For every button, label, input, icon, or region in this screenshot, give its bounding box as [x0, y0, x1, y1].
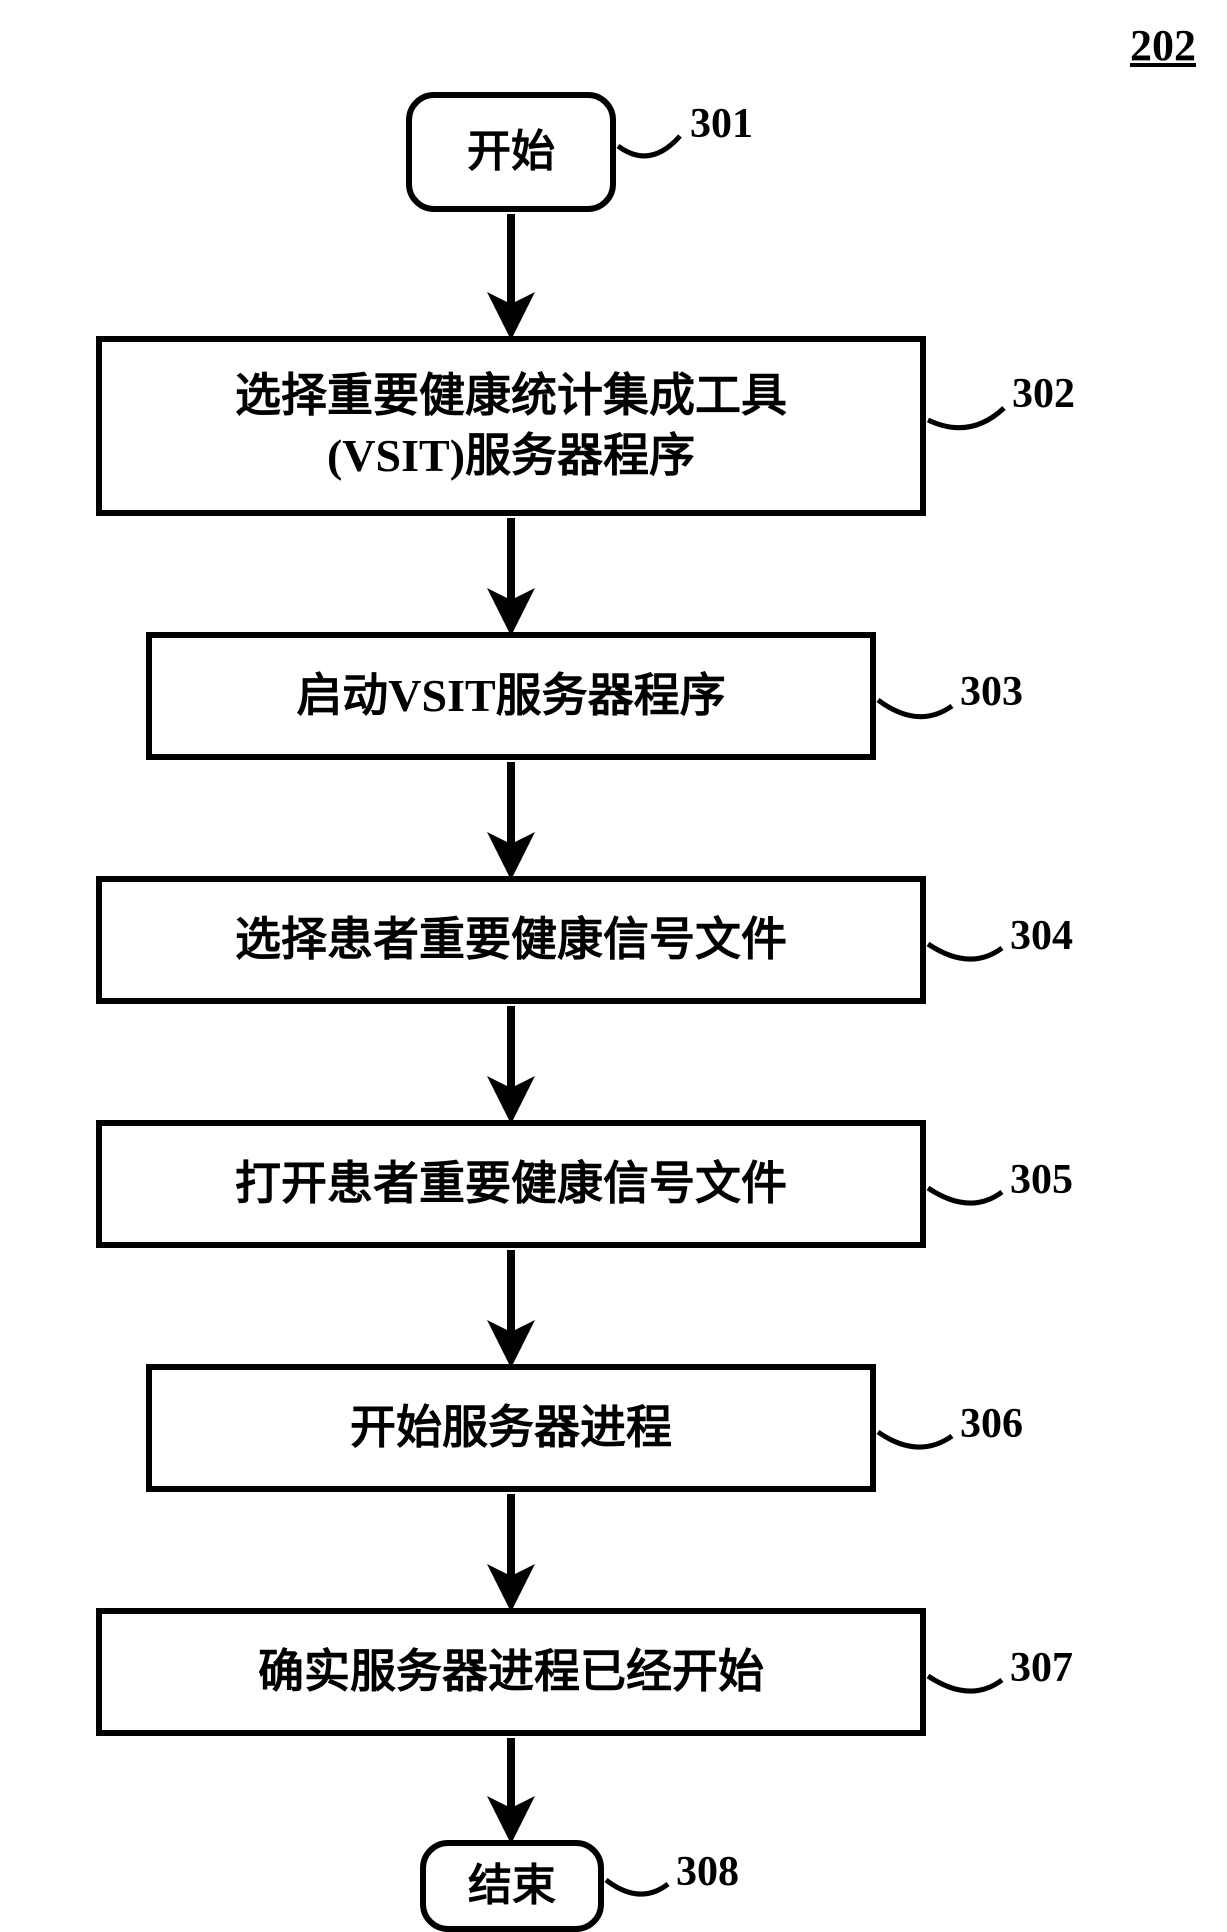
flow-node-n302: 选择重要健康统计集成工具(VSIT)服务器程序 — [96, 336, 926, 516]
ref-label-303: 303 — [960, 668, 1023, 716]
ref-label-305: 305 — [1010, 1156, 1073, 1204]
ref-label-304: 304 — [1010, 912, 1073, 960]
flowchart-canvas: 202 开始选择重要健康统计集成工具(VSIT)服务器程序启动VSIT服务器程序… — [0, 0, 1227, 1932]
ref-label-301: 301 — [690, 100, 753, 148]
flow-node-n308: 结束 — [420, 1840, 604, 1932]
flow-node-n301: 开始 — [406, 92, 616, 212]
figure-number: 202 — [1130, 20, 1196, 71]
ref-label-306: 306 — [960, 1400, 1023, 1448]
ref-label-307: 307 — [1010, 1644, 1073, 1692]
ref-label-302: 302 — [1012, 370, 1075, 418]
flow-node-n306: 开始服务器进程 — [146, 1364, 876, 1492]
flow-node-n304: 选择患者重要健康信号文件 — [96, 876, 926, 1004]
ref-label-308: 308 — [676, 1848, 739, 1896]
flow-node-n305: 打开患者重要健康信号文件 — [96, 1120, 926, 1248]
flow-node-n307: 确实服务器进程已经开始 — [96, 1608, 926, 1736]
flow-node-n303: 启动VSIT服务器程序 — [146, 632, 876, 760]
